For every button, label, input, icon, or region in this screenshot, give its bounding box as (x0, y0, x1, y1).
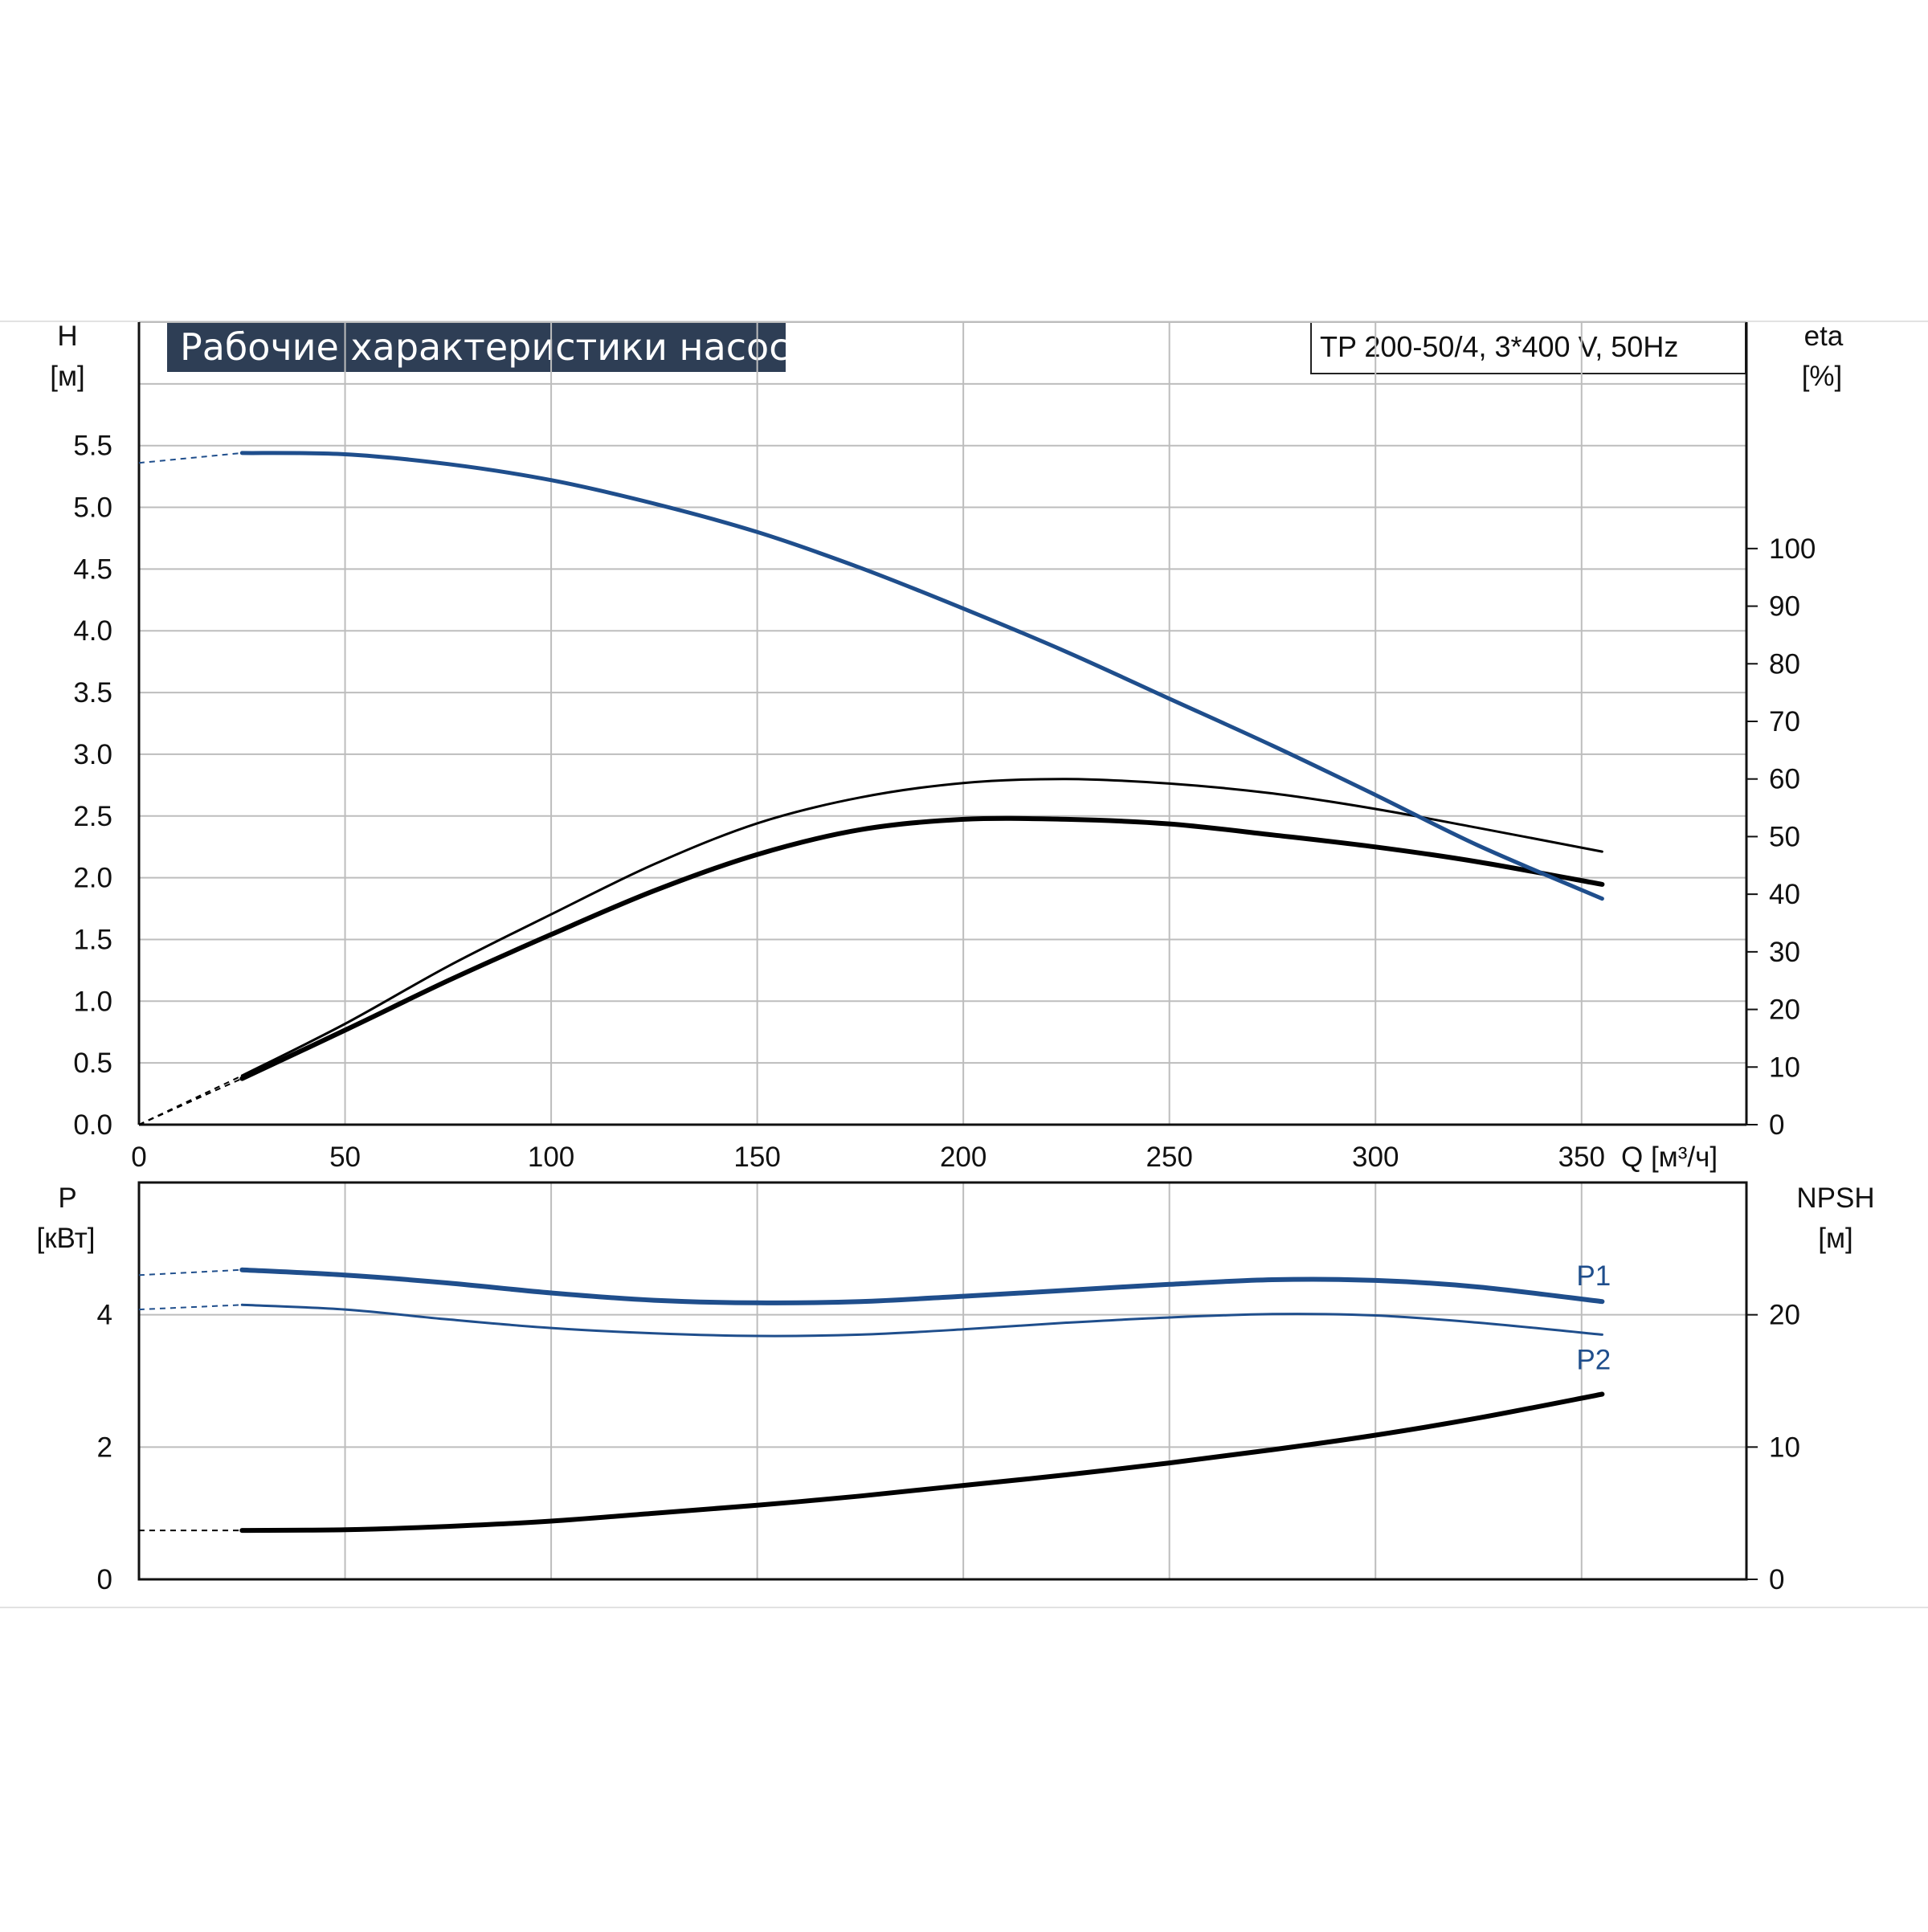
p1-label: P1 (1576, 1260, 1611, 1292)
x-tick-label: 50 (329, 1142, 361, 1173)
h-tick-label: 0.5 (73, 1048, 112, 1079)
model-label: TP 200-50/4, 3*400 V, 50Hz (1320, 330, 1678, 363)
p-axis-label: P (58, 1182, 76, 1214)
h-tick-label: 2.5 (73, 801, 112, 832)
plot-layer: 0 50 100 150 200 250 300 3500.00.51.01.52.02.53… (73, 321, 1816, 1595)
head-curve-extrapolated (138, 451, 243, 464)
x-tick-label: 350 (1558, 1142, 1605, 1173)
p-tick-label: 0 (97, 1564, 112, 1595)
h-tick-label: 3.0 (73, 739, 112, 770)
h-tick-label: 5.0 (73, 492, 112, 524)
npsh-tick-label: 20 (1769, 1300, 1800, 1331)
p2-curve-extrapolated (138, 1304, 243, 1311)
x-tick-label: 300 (1352, 1142, 1399, 1173)
h-axis-unit: [м] (50, 361, 85, 392)
eta-tick-label: 40 (1769, 879, 1800, 910)
x-tick-label: 0 (131, 1142, 146, 1173)
eta-tick-label: 100 (1769, 533, 1816, 565)
p-tick-label: 2 (97, 1432, 112, 1463)
npsh-tick-label: 0 (1769, 1564, 1784, 1595)
h-tick-label: 4.0 (73, 615, 112, 647)
title-box (167, 322, 786, 372)
q-axis-label: Q [м³/ч] (1621, 1142, 1718, 1173)
eta-axis-unit: [%] (1802, 361, 1843, 392)
h-tick-label: 1.0 (73, 986, 112, 1017)
h-tick-label: 3.5 (73, 677, 112, 709)
npsh-curve (239, 1391, 1605, 1534)
eta-tick-label: 60 (1769, 764, 1800, 795)
eta-tick-label: 30 (1769, 937, 1800, 968)
eta-curve-thin-extrapolated (138, 1075, 243, 1125)
model-box (1310, 321, 1746, 374)
p1-curve-extrapolated (138, 1268, 243, 1276)
x-tick-label: 200 (940, 1142, 986, 1173)
x-tick-label: 250 (1146, 1142, 1192, 1173)
eta-curve-thick-extrapolated (138, 1077, 243, 1125)
eta-tick-label: 80 (1769, 648, 1800, 680)
eta-tick-label: 0 (1769, 1109, 1784, 1141)
h-tick-label: 5.5 (73, 431, 112, 462)
eta-tick-label: 20 (1769, 995, 1800, 1026)
eta-curve-thick (239, 815, 1605, 1081)
eta-tick-label: 10 (1769, 1052, 1800, 1083)
eta-curve-thin (240, 778, 1603, 1077)
h-tick-label: 4.5 (73, 553, 112, 585)
h-tick-label: 2.0 (73, 863, 112, 894)
chart-title: Рабочие характеристики насоса (180, 325, 812, 369)
head-curve (239, 451, 1604, 901)
eta-axis-label: eta (1804, 321, 1844, 352)
h-tick-label: 0.0 (73, 1109, 112, 1141)
npsh-tick-label: 10 (1769, 1432, 1800, 1463)
lower-plot-frame (137, 1181, 1748, 1581)
x-tick-label: 150 (733, 1142, 780, 1173)
h-axis-label: H (57, 321, 77, 352)
eta-tick-label: 70 (1769, 706, 1800, 737)
p2-label: P2 (1576, 1344, 1611, 1375)
p2-curve (240, 1303, 1603, 1338)
npsh-axis-label: NPSH (1796, 1182, 1874, 1214)
npsh-axis-unit: [м] (1818, 1223, 1853, 1254)
h-tick-label: 1.5 (73, 924, 112, 955)
p-axis-unit: [кВт] (37, 1223, 96, 1254)
eta-tick-label: 90 (1769, 591, 1800, 623)
p-tick-label: 4 (97, 1300, 112, 1331)
x-tick-label: 100 (528, 1142, 574, 1173)
p1-curve (239, 1267, 1605, 1305)
eta-tick-label: 50 (1769, 821, 1800, 852)
